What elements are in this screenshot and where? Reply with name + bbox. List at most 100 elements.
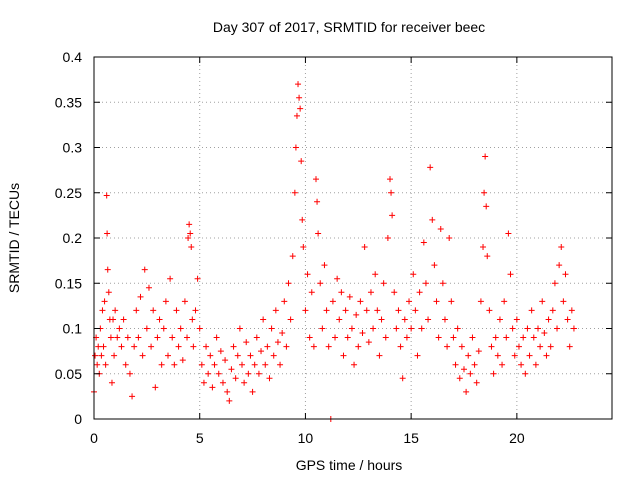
data-point: [150, 307, 157, 314]
data-point: [427, 164, 434, 171]
data-point: [247, 352, 254, 359]
data-point: [507, 271, 514, 278]
data-point: [135, 334, 142, 341]
data-point: [108, 379, 115, 386]
data-point: [314, 198, 321, 205]
data-point: [560, 298, 567, 305]
data-point: [537, 343, 544, 350]
data-point: [299, 216, 306, 223]
data-point: [384, 235, 391, 241]
data-point: [315, 230, 322, 237]
data-point: [456, 375, 463, 382]
data-point: [192, 307, 199, 314]
data-point: [503, 334, 510, 341]
data-point: [171, 361, 178, 368]
data-point: [129, 393, 136, 400]
data-point: [107, 334, 114, 341]
data-point: [528, 307, 535, 314]
data-point: [213, 334, 220, 341]
data-point: [141, 266, 148, 273]
x-tick-label: 5: [196, 430, 204, 446]
data-point: [167, 275, 174, 282]
data-point: [251, 361, 258, 368]
data-point: [518, 361, 525, 368]
data-point: [179, 357, 186, 364]
x-axis-label: GPS time / hours: [296, 457, 403, 473]
data-point: [133, 307, 140, 314]
data-point: [524, 325, 531, 332]
data-point: [222, 357, 229, 364]
data-point: [473, 379, 480, 386]
data-point: [143, 325, 150, 332]
data-point: [198, 361, 205, 368]
data-point: [463, 388, 470, 395]
data-point: [380, 280, 387, 287]
data-point: [255, 370, 262, 377]
data-point: [494, 352, 501, 359]
data-point: [477, 298, 484, 305]
data-point: [264, 343, 271, 350]
data-point: [530, 334, 537, 341]
data-point: [465, 352, 472, 359]
y-tick-label: 0.4: [63, 49, 83, 65]
data-point: [302, 307, 309, 314]
y-tick-label: 0.05: [55, 366, 82, 382]
data-point: [348, 325, 355, 332]
data-point: [205, 370, 212, 377]
data-point: [310, 343, 317, 350]
data-point: [439, 280, 446, 287]
data-point: [513, 316, 520, 323]
data-point: [194, 275, 201, 282]
data-point: [239, 361, 245, 368]
data-point: [505, 230, 512, 237]
data-point: [158, 361, 165, 368]
data-point: [103, 192, 110, 199]
data-point: [224, 388, 231, 395]
data-point: [334, 275, 341, 282]
data-point: [111, 352, 118, 359]
data-point: [92, 352, 99, 359]
data-point: [177, 325, 184, 332]
data-point: [268, 325, 275, 332]
data-point: [325, 343, 332, 350]
data-point: [367, 289, 374, 296]
data-point: [374, 307, 381, 314]
data-point: [104, 266, 111, 273]
data-point: [562, 271, 569, 278]
chart-title: Day 307 of 2017, SRMTID for receiver bee…: [213, 19, 485, 35]
data-point: [287, 316, 294, 323]
data-point: [116, 325, 123, 332]
data-point: [501, 298, 508, 305]
data-point: [196, 325, 203, 332]
data-point: [388, 189, 395, 196]
data-point: [461, 366, 467, 373]
data-point: [450, 334, 457, 341]
data-points: [91, 81, 577, 422]
data-point: [187, 230, 194, 237]
data-point: [378, 316, 385, 323]
data-point: [300, 244, 307, 251]
data-point: [152, 384, 159, 391]
data-point: [188, 244, 195, 251]
data-point: [230, 343, 237, 350]
data-point: [437, 225, 444, 232]
data-point: [397, 343, 404, 350]
data-point: [308, 289, 315, 296]
axis-ticks: [93, 56, 612, 420]
data-point: [370, 325, 377, 332]
data-point: [408, 325, 415, 332]
data-point: [355, 343, 362, 350]
data-point: [258, 348, 265, 355]
data-point: [359, 330, 366, 337]
x-tick-labels: 0 5 10 15 20: [90, 430, 525, 446]
data-point: [406, 298, 413, 305]
data-point: [351, 361, 358, 368]
y-axis-label: SRMTID / TECUs: [6, 183, 22, 293]
data-point: [422, 280, 429, 287]
data-point: [139, 352, 146, 359]
data-point: [490, 370, 497, 377]
data-point: [344, 334, 351, 341]
data-point: [304, 271, 311, 278]
data-point: [105, 289, 112, 296]
data-point: [186, 221, 193, 228]
